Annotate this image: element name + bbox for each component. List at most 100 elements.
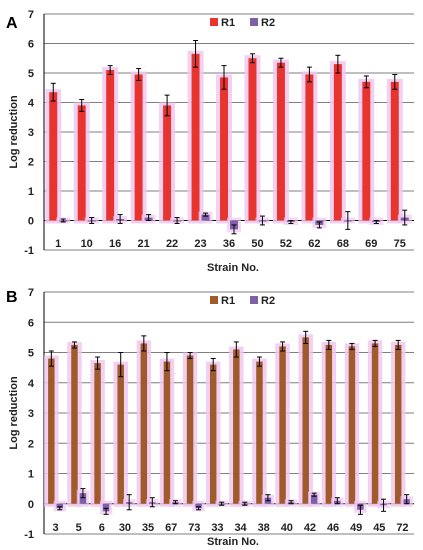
x-tick-label: 30 xyxy=(119,522,131,534)
y-tick-label: 3 xyxy=(28,408,34,420)
bar-r1 xyxy=(256,361,263,504)
y-tick-label: 0 xyxy=(28,216,34,228)
x-tick-label: 3 xyxy=(53,522,59,534)
bar-r1 xyxy=(117,364,124,504)
y-tick-label: -1 xyxy=(24,245,34,257)
y-tick-label: -1 xyxy=(24,529,34,541)
y-tick-label: 6 xyxy=(28,317,34,329)
bar-r1 xyxy=(233,349,240,504)
x-tick-label: 72 xyxy=(396,522,408,534)
x-axis-label: Strain No. xyxy=(207,536,259,548)
x-tick-label: 52 xyxy=(280,238,292,250)
x-axis-label: Strain No. xyxy=(207,262,259,274)
bar-r1 xyxy=(302,337,309,504)
x-tick-label: 36 xyxy=(223,238,235,250)
bar-r1 xyxy=(248,58,257,221)
bar-r1 xyxy=(77,105,86,221)
x-tick-label: 34 xyxy=(234,522,247,534)
bar-r1 xyxy=(140,343,148,504)
y-axis-label: Log reduction xyxy=(8,95,20,169)
legend-label-r1: R1 xyxy=(221,295,235,307)
legend-swatch-r2 xyxy=(250,296,258,304)
bar-r1 xyxy=(362,81,371,221)
bar-r2 xyxy=(310,494,318,504)
x-tick-label: 33 xyxy=(211,522,223,534)
bar-r1 xyxy=(71,344,78,504)
y-tick-label: 3 xyxy=(28,127,34,139)
bar-r1 xyxy=(394,344,402,504)
bar-r1 xyxy=(209,364,217,504)
x-tick-label: 46 xyxy=(327,522,339,534)
x-tick-label: 21 xyxy=(137,238,149,250)
y-tick-label: 2 xyxy=(28,438,34,450)
x-tick-label: 23 xyxy=(194,238,206,250)
x-tick-label: 45 xyxy=(373,522,385,534)
x-tick-label: 10 xyxy=(81,238,93,250)
y-tick-label: 5 xyxy=(28,68,34,80)
bar-r1 xyxy=(333,64,342,221)
legend-swatch-r1 xyxy=(210,18,218,26)
x-tick-label: 49 xyxy=(350,522,362,534)
bar-r1 xyxy=(276,62,285,221)
x-tick-label: 73 xyxy=(188,522,200,534)
x-tick-label: 62 xyxy=(308,238,320,250)
bar-r1 xyxy=(48,358,55,504)
bar-r1 xyxy=(94,363,101,504)
bar-r1 xyxy=(220,77,228,221)
x-tick-label: 16 xyxy=(109,238,121,250)
bar-r1 xyxy=(163,105,172,221)
x-tick-label: 69 xyxy=(365,238,377,250)
panel-letter: B xyxy=(6,289,18,306)
y-tick-label: 1 xyxy=(28,186,34,198)
y-tick-label: 4 xyxy=(28,378,35,390)
bar-r1 xyxy=(134,74,143,221)
x-tick-label: 75 xyxy=(394,238,406,250)
bar-r1 xyxy=(390,81,399,221)
bar-r1 xyxy=(325,344,333,504)
x-tick-label: 67 xyxy=(165,522,177,534)
bar-r1 xyxy=(49,92,58,221)
bar-r1 xyxy=(371,343,379,504)
bar-r1 xyxy=(279,346,286,504)
bar-r2 xyxy=(195,503,202,509)
y-tick-label: 7 xyxy=(28,287,34,299)
bar-r1 xyxy=(305,74,314,221)
legend-label-r2: R2 xyxy=(261,17,275,29)
legend-label-r1: R1 xyxy=(221,17,235,29)
bar-r1 xyxy=(163,361,171,504)
y-axis-label: Log reduction xyxy=(8,376,20,450)
y-tick-label: 5 xyxy=(28,348,34,360)
y-tick-label: 7 xyxy=(28,9,34,21)
legend-swatch-r2 xyxy=(250,18,258,26)
bar-r1 xyxy=(186,355,194,504)
x-tick-label: 42 xyxy=(304,522,316,534)
bar-r1 xyxy=(191,53,200,221)
x-tick-label: 68 xyxy=(337,238,349,250)
legend-swatch-r1 xyxy=(210,296,218,304)
x-tick-label: 40 xyxy=(281,522,293,534)
y-tick-label: 2 xyxy=(28,157,34,169)
x-tick-label: 5 xyxy=(76,522,82,534)
x-tick-label: 22 xyxy=(166,238,178,250)
bar-r2 xyxy=(102,503,110,512)
bar-r2 xyxy=(79,493,87,504)
x-tick-label: 1 xyxy=(55,238,61,250)
x-tick-label: 50 xyxy=(251,238,263,250)
bar-r1 xyxy=(348,346,356,504)
y-tick-label: 4 xyxy=(28,98,35,110)
x-tick-label: 6 xyxy=(99,522,105,534)
bar-r2 xyxy=(201,214,210,221)
x-tick-label: 35 xyxy=(142,522,154,534)
y-tick-label: 1 xyxy=(28,469,34,481)
x-tick-label: 38 xyxy=(258,522,270,534)
y-tick-label: 0 xyxy=(28,499,34,511)
bar-r2 xyxy=(56,503,64,509)
legend-label-r2: R2 xyxy=(261,295,275,307)
panel-letter: A xyxy=(6,15,18,32)
y-tick-label: 6 xyxy=(28,39,34,51)
bar-r1 xyxy=(106,70,115,221)
